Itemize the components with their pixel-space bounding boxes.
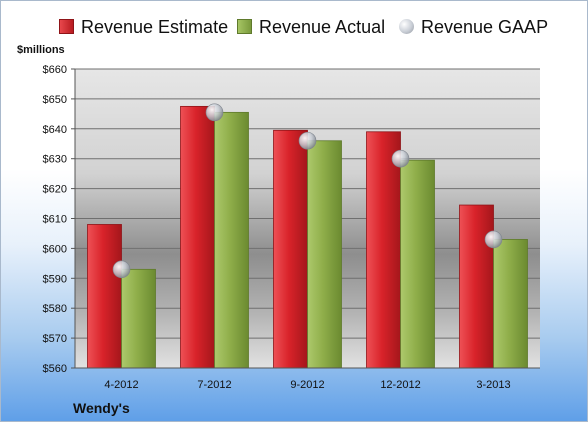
x-tick-label: 9-2012 <box>290 379 324 391</box>
y-tick-label: $570 <box>43 333 67 345</box>
legend-swatch-revenue-actual <box>237 19 252 34</box>
x-tick-label: 7-2012 <box>197 379 231 391</box>
x-axis-ticks: 4-2012 7-2012 9-2012 12-2012 3-2013 <box>104 379 510 391</box>
bar-revenue-estimate <box>180 105 215 369</box>
marker-revenue-gaap <box>484 230 503 249</box>
bar-revenue-actual <box>214 111 249 369</box>
legend-label-revenue-actual: Revenue Actual <box>259 17 386 37</box>
legend-swatch-revenue-gaap <box>399 19 414 34</box>
y-axis-unit-label: $millions <box>17 44 65 56</box>
bar-revenue-actual <box>307 140 342 369</box>
y-tick-label: $560 <box>43 363 67 375</box>
y-tick-label: $630 <box>43 154 67 166</box>
gaap-markers <box>112 103 503 279</box>
legend-swatch-revenue-estimate <box>59 19 74 34</box>
marker-revenue-gaap <box>205 103 224 122</box>
y-tick-label: $640 <box>43 124 67 136</box>
bar-revenue-estimate <box>366 131 401 369</box>
bar-revenue-actual <box>400 159 435 369</box>
y-tick-label: $590 <box>43 273 67 285</box>
y-tick-label: $610 <box>43 214 67 226</box>
legend-label-revenue-gaap: Revenue GAAP <box>421 17 549 37</box>
marker-revenue-gaap <box>298 131 317 150</box>
legend-label-revenue-estimate: Revenue Estimate <box>81 17 229 37</box>
y-tick-label: $620 <box>43 184 67 196</box>
bar-revenue-estimate <box>87 224 122 369</box>
bar-revenue-estimate <box>459 204 494 369</box>
legend: Revenue Estimate Revenue Actual Revenue … <box>1 15 587 41</box>
bars <box>87 105 528 369</box>
marker-revenue-gaap <box>391 149 410 168</box>
x-tick-label: 3-2013 <box>476 379 510 391</box>
bar-revenue-actual <box>121 268 156 369</box>
company-label: Wendy's <box>73 400 130 416</box>
bar-revenue-estimate <box>273 129 308 369</box>
y-tick-label: $660 <box>43 64 67 76</box>
y-tick-label: $650 <box>43 94 67 106</box>
x-tick-label: 12-2012 <box>380 379 420 391</box>
marker-revenue-gaap <box>112 260 131 279</box>
x-tick-label: 4-2012 <box>104 379 138 391</box>
y-tick-label: $600 <box>43 243 67 255</box>
y-tick-label: $580 <box>43 303 67 315</box>
bar-revenue-actual <box>493 239 528 369</box>
y-axis-ticks: $560 $570 $580 $590 $600 $610 $620 $630 $640 $650… <box>43 64 75 375</box>
